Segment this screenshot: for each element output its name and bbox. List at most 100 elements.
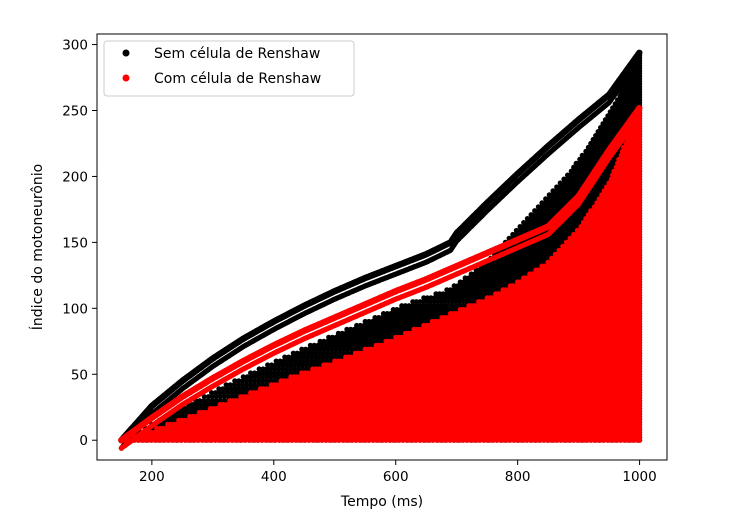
series-sem-renshaw-point: [205, 398, 211, 404]
series-sem-renshaw-point: [380, 322, 386, 329]
series-sem-renshaw-point: [409, 315, 415, 321]
series-sem-renshaw-point: [372, 322, 378, 329]
series-sem-renshaw-point: [395, 330, 401, 336]
series-sem-renshaw-point: [414, 318, 420, 325]
series-sem-renshaw-point: [252, 370, 258, 376]
series-sem-renshaw-point: [328, 338, 335, 344]
series-sem-renshaw-point: [398, 322, 404, 329]
series-sem-renshaw-point: [394, 315, 400, 321]
series-sem-renshaw-point: [172, 413, 178, 420]
series-sem-renshaw-point: [356, 334, 362, 340]
series-sem-renshaw-point: [434, 315, 440, 321]
series-sem-renshaw-point: [247, 382, 253, 388]
series-sem-renshaw-point: [259, 370, 265, 376]
series-sem-renshaw-point: [370, 338, 376, 344]
series-sem-renshaw-point: [401, 315, 407, 321]
series-sem-renshaw-point: [380, 311, 387, 317]
series-sem-renshaw-point: [417, 322, 423, 329]
series-sem-renshaw-point: [336, 338, 342, 344]
series-sem-renshaw-point: [352, 334, 358, 340]
series-sem-renshaw-point: [314, 346, 320, 352]
series-sem-renshaw-point: [362, 318, 368, 325]
series-sem-renshaw-point: [374, 338, 380, 344]
series-sem-renshaw-point: [190, 406, 197, 412]
series-sem-renshaw-point: [268, 366, 274, 372]
series-sem-renshaw-point: [364, 342, 371, 348]
series-sem-renshaw-point: [388, 330, 394, 336]
series-sem-renshaw-point: [341, 334, 347, 340]
series-sem-renshaw-point: [210, 402, 216, 408]
series-sem-renshaw-point: [232, 386, 238, 392]
series-sem-renshaw-point: [255, 370, 262, 376]
series-sem-renshaw-point: [399, 311, 405, 317]
series-sem-renshaw-point: [272, 378, 278, 384]
series-sem-renshaw-point: [365, 330, 371, 336]
series-sem-renshaw-point: [187, 409, 193, 416]
series-sem-renshaw-point: [372, 315, 378, 321]
series-sem-renshaw-point: [180, 413, 186, 420]
series-sem-renshaw-point: [344, 338, 350, 344]
series-sem-renshaw-point: [302, 350, 308, 356]
series-sem-renshaw-point: [340, 338, 346, 344]
series-sem-renshaw-point: [380, 330, 386, 336]
series-sem-renshaw-point: [388, 318, 394, 325]
series-sem-renshaw-point: [427, 315, 433, 321]
series-sem-renshaw-point: [311, 362, 318, 368]
series-sem-renshaw-point: [363, 326, 369, 332]
series-sem-renshaw-point: [244, 386, 250, 392]
series-sem-renshaw-point: [305, 354, 311, 360]
series-sem-renshaw-point: [319, 342, 325, 348]
series-sem-renshaw-point: [284, 374, 290, 380]
series-sem-renshaw-point: [225, 390, 231, 396]
series-sem-renshaw-point: [354, 322, 360, 329]
series-sem-renshaw-point: [191, 409, 198, 416]
series-sem-renshaw-point: [294, 350, 300, 356]
series-sem-renshaw-point: [264, 378, 270, 384]
series-sem-renshaw-point: [320, 358, 326, 364]
series-sem-renshaw-point: [263, 382, 269, 388]
series-sem-renshaw-point: [201, 394, 207, 400]
series-sem-renshaw-point: [363, 338, 369, 344]
series-sem-renshaw-point: [355, 326, 361, 332]
series-sem-renshaw-point: [226, 394, 232, 400]
series-sem-renshaw-point: [267, 370, 273, 376]
series-sem-renshaw-point: [248, 378, 254, 384]
series-sem-renshaw-point: [359, 326, 365, 332]
series-sem-renshaw-point: [197, 398, 203, 404]
series-sem-renshaw-point: [360, 334, 366, 340]
series-sem-renshaw-point: [340, 350, 346, 356]
series-sem-renshaw-point: [310, 346, 316, 352]
series-sem-renshaw-point: [265, 362, 271, 368]
series-sem-renshaw-point: [304, 362, 310, 368]
series-sem-renshaw-point: [384, 318, 390, 325]
series-sem-renshaw-point: [402, 311, 408, 317]
series-sem-renshaw-point: [293, 354, 299, 360]
series-sem-renshaw-point: [206, 402, 212, 408]
series-sem-renshaw-point: [237, 390, 243, 396]
series-sem-renshaw-point: [255, 382, 261, 388]
series-sem-renshaw-point: [357, 322, 363, 329]
series-sem-renshaw-point: [183, 409, 189, 416]
series-sem-renshaw-point: [333, 334, 339, 340]
series-sem-renshaw-point: [390, 315, 396, 321]
series-sem-renshaw-point: [240, 386, 246, 392]
series-sem-renshaw-point: [195, 406, 201, 412]
series-sem-renshaw-point: [179, 409, 185, 416]
series-sem-renshaw-point: [295, 366, 301, 372]
series-sem-renshaw-point: [291, 366, 298, 372]
series-sem-renshaw-point: [349, 342, 355, 348]
series-sem-renshaw-point: [276, 366, 282, 372]
series-sem-renshaw-point: [316, 354, 323, 360]
series-sem-renshaw-point: [351, 338, 357, 344]
series-sem-renshaw-point: [381, 326, 387, 332]
series-sem-renshaw-point: [392, 330, 398, 336]
series-sem-renshaw-point: [330, 342, 336, 348]
series-sem-renshaw-point: [377, 330, 383, 336]
series-sem-renshaw-point: [164, 417, 171, 423]
series-sem-renshaw-point: [344, 334, 351, 340]
series-sem-renshaw-point: [325, 338, 331, 344]
series-sem-renshaw-point: [252, 386, 258, 392]
series-sem-renshaw-point: [329, 350, 335, 356]
series-sem-renshaw-point: [280, 366, 286, 372]
series-sem-renshaw-point: [317, 350, 323, 356]
